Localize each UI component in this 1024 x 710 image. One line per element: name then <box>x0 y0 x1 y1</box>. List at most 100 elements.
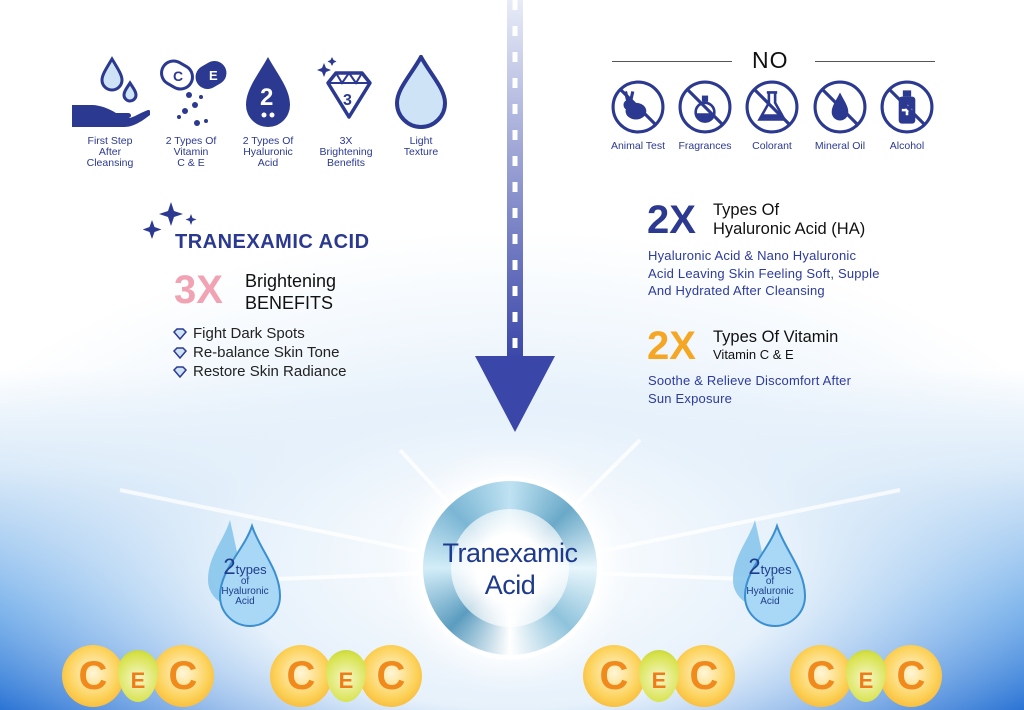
no-item-mineral-oil: Mineral Oil <box>805 80 875 152</box>
description-line: And Hydrated After Cleansing <box>648 283 825 298</box>
drop-word: types <box>760 562 792 577</box>
feature-label: 2 Types Of Vitamin C & E <box>165 135 217 169</box>
vitamin-c-e-group: C E C <box>270 645 422 707</box>
vitamin-multiplier: 2X <box>647 324 696 368</box>
diamond-bullet-icon <box>173 327 187 340</box>
feature-label: First Step After Cleansing <box>86 135 134 169</box>
drop-line: Acid <box>235 596 255 607</box>
vitamin-e-drop: E <box>326 650 366 702</box>
drop-number: 2 <box>223 554 236 579</box>
vitamin-description: Soothe & Relieve Discomfort After Sun Ex… <box>648 372 851 407</box>
tranexamic-multiplier: 3X <box>174 268 223 312</box>
tranexamic-heading: Brightening BENEFITS <box>245 270 336 314</box>
no-colorant-icon <box>745 80 799 134</box>
no-item-label: Colorant <box>752 140 792 152</box>
feature-label: Light Texture <box>403 135 439 158</box>
vitamin-e-drop: E <box>639 650 679 702</box>
vitamin-c-ball: C <box>583 645 645 707</box>
svg-text:2: 2 <box>260 84 273 111</box>
no-fragrance-icon <box>678 80 732 134</box>
feature-label: 2 Types Of Hyaluronic Acid <box>242 135 294 169</box>
vitamin-e-drop: E <box>846 650 886 702</box>
light-drop-icon <box>394 55 448 129</box>
vitamin-capsule-icon: C E <box>160 59 227 126</box>
water-drops-icon <box>207 520 282 627</box>
heading-line: Types Of Vitamin <box>713 328 839 346</box>
drop-line: Acid <box>760 596 780 607</box>
drop-word: types <box>235 562 267 577</box>
description-line: Hyaluronic Acid & Nano Hyaluronic <box>648 248 857 263</box>
drop-of: of <box>765 576 775 587</box>
no-divider-right <box>815 61 935 62</box>
heading-line: Vitamin C & E <box>713 347 794 362</box>
description-line: Soothe & Relieve Discomfort After <box>648 373 852 388</box>
vitamin-c-ball: C <box>880 645 942 707</box>
no-item-label: Mineral Oil <box>814 140 866 152</box>
no-alcohol-icon <box>880 80 934 134</box>
no-divider-left <box>612 61 732 62</box>
drop-number: 2 <box>748 554 761 579</box>
feature-light-texture: Light Texture <box>376 55 466 158</box>
benefit-item: Restore Skin Radiance <box>173 362 346 381</box>
description-line: Acid Leaving Skin Feeling Soft, Supple <box>648 265 880 281</box>
no-mineral-oil-icon <box>813 80 867 134</box>
down-arrow-icon <box>475 0 555 432</box>
benefit-text: Fight Dark Spots <box>193 325 305 342</box>
no-title: NO <box>752 47 789 73</box>
diamond-icon: 3 <box>317 57 372 119</box>
vitamin-c-e-group: C E C <box>583 645 735 707</box>
hyaluronic-multiplier: 2X <box>647 198 696 242</box>
diamond-bullet-icon <box>173 346 187 359</box>
vitamin-c-e-group: C E C <box>62 645 214 707</box>
benefit-list: Fight Dark Spots Re-balance Skin Tone Re… <box>173 324 346 381</box>
feature-brightening: 3 3X Brightening Benefits <box>301 55 391 169</box>
vitamin-heading: Types Of Vitamin Vitamin C & E <box>713 327 838 363</box>
no-item-label: Alcohol <box>889 140 925 152</box>
drop-text: 2types of Hyaluronic Acid <box>725 556 815 607</box>
sparkles-icon <box>143 202 197 239</box>
vitamin-c-ball: C <box>152 645 214 707</box>
no-item-alcohol: Alcohol <box>872 80 942 152</box>
hyaluronic-heading: Types Of Hyaluronic Acid (HA) <box>713 201 865 239</box>
heading-line: Brightening <box>245 271 337 291</box>
tranexamic-diamond-badge: Tranexamic Acid <box>418 476 602 660</box>
hyaluronic-drop-badge: 2types of Hyaluronic Acid <box>725 520 815 635</box>
drop-line: Hyaluronic <box>746 586 794 597</box>
vitamin-e-drop: E <box>118 650 158 702</box>
tranexamic-title: TRANEXAMIC ACID <box>175 231 370 253</box>
vitamin-c-ball: C <box>360 645 422 707</box>
vitamin-c-e-group: C E C <box>790 645 942 707</box>
drop-text: 2types of Hyaluronic Acid <box>200 556 290 607</box>
heading-line: BENEFITS <box>245 293 334 313</box>
feature-label: 3X Brightening Benefits <box>319 135 373 169</box>
diamond-bullet-icon <box>173 365 187 378</box>
hyaluronic-drop-badge: 2types of Hyaluronic Acid <box>200 520 290 635</box>
heading-line: Types Of <box>713 201 780 219</box>
badge-line: Acid <box>484 570 536 600</box>
no-item-animal-test: Animal Test <box>603 80 673 152</box>
drop-of: of <box>240 576 250 587</box>
no-item-label: Fragrances <box>678 140 732 152</box>
vitamin-c-ball: C <box>270 645 332 707</box>
no-item-label: Animal Test <box>610 140 666 152</box>
no-animal-test-icon <box>611 80 665 134</box>
benefit-text: Re-balance Skin Tone <box>193 344 340 361</box>
description-line: Sun Exposure <box>648 390 733 406</box>
badge-line: Tranexamic <box>442 538 578 568</box>
benefit-item: Re-balance Skin Tone <box>173 343 346 362</box>
no-item-fragrances: Fragrances <box>670 80 740 152</box>
hyaluronic-drop-icon: 2 <box>246 57 290 127</box>
feature-hyaluronic: 2 2 Types Of Hyaluronic Acid <box>223 55 313 169</box>
svg-text:E: E <box>209 68 218 83</box>
vitamin-c-ball: C <box>790 645 852 707</box>
hyaluronic-description: Hyaluronic Acid & Nano Hyaluronic Acid L… <box>648 247 880 300</box>
feature-vitamin: C E 2 Types Of Vitamin C & E <box>146 55 236 169</box>
svg-text:3: 3 <box>343 92 352 109</box>
vitamin-c-ball: C <box>673 645 735 707</box>
feature-first-step: First Step After Cleansing <box>65 55 155 169</box>
drop-line: Hyaluronic <box>221 586 269 597</box>
water-drops-icon <box>732 520 807 627</box>
vitamin-c-ball: C <box>62 645 124 707</box>
svg-text:C: C <box>173 68 183 84</box>
benefit-item: Fight Dark Spots <box>173 324 346 343</box>
